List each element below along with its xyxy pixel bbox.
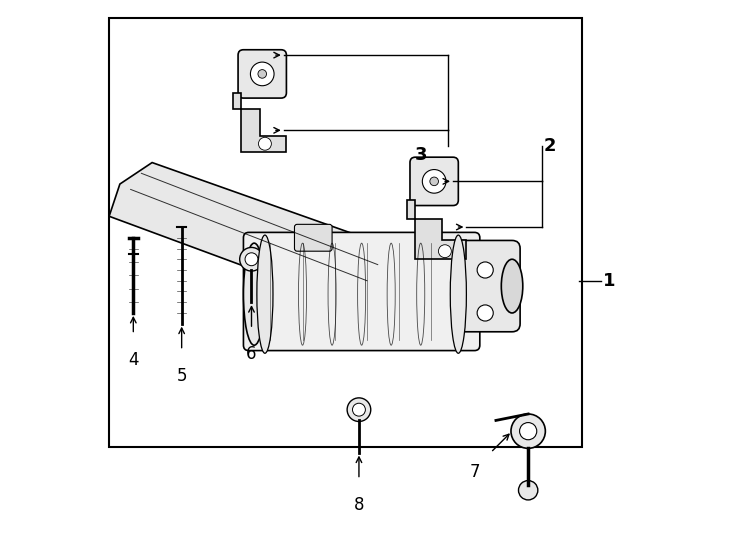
Text: 8: 8: [354, 496, 364, 514]
FancyBboxPatch shape: [294, 224, 332, 251]
Text: 4: 4: [128, 350, 139, 369]
Circle shape: [430, 177, 438, 186]
Circle shape: [511, 414, 545, 448]
Circle shape: [477, 262, 493, 278]
Polygon shape: [109, 163, 432, 308]
Circle shape: [250, 62, 274, 86]
Polygon shape: [233, 93, 286, 152]
Circle shape: [477, 305, 493, 321]
Ellipse shape: [257, 235, 273, 353]
Ellipse shape: [501, 259, 523, 313]
Text: 1: 1: [603, 272, 616, 290]
FancyBboxPatch shape: [244, 232, 480, 350]
Polygon shape: [407, 200, 466, 259]
Text: 6: 6: [246, 345, 257, 363]
Circle shape: [520, 423, 537, 440]
Text: 2: 2: [543, 138, 556, 156]
Circle shape: [258, 70, 266, 78]
Circle shape: [245, 253, 258, 266]
Circle shape: [258, 137, 272, 150]
Circle shape: [347, 398, 371, 422]
FancyBboxPatch shape: [238, 50, 286, 98]
Text: 5: 5: [176, 367, 187, 384]
Ellipse shape: [244, 243, 265, 345]
Circle shape: [518, 481, 538, 500]
Text: 7: 7: [469, 463, 480, 481]
FancyBboxPatch shape: [456, 240, 520, 332]
Text: 3: 3: [415, 146, 427, 165]
Circle shape: [422, 170, 446, 193]
Circle shape: [352, 403, 366, 416]
Circle shape: [240, 247, 264, 271]
Ellipse shape: [450, 235, 466, 353]
Circle shape: [438, 245, 451, 258]
FancyBboxPatch shape: [410, 157, 458, 206]
